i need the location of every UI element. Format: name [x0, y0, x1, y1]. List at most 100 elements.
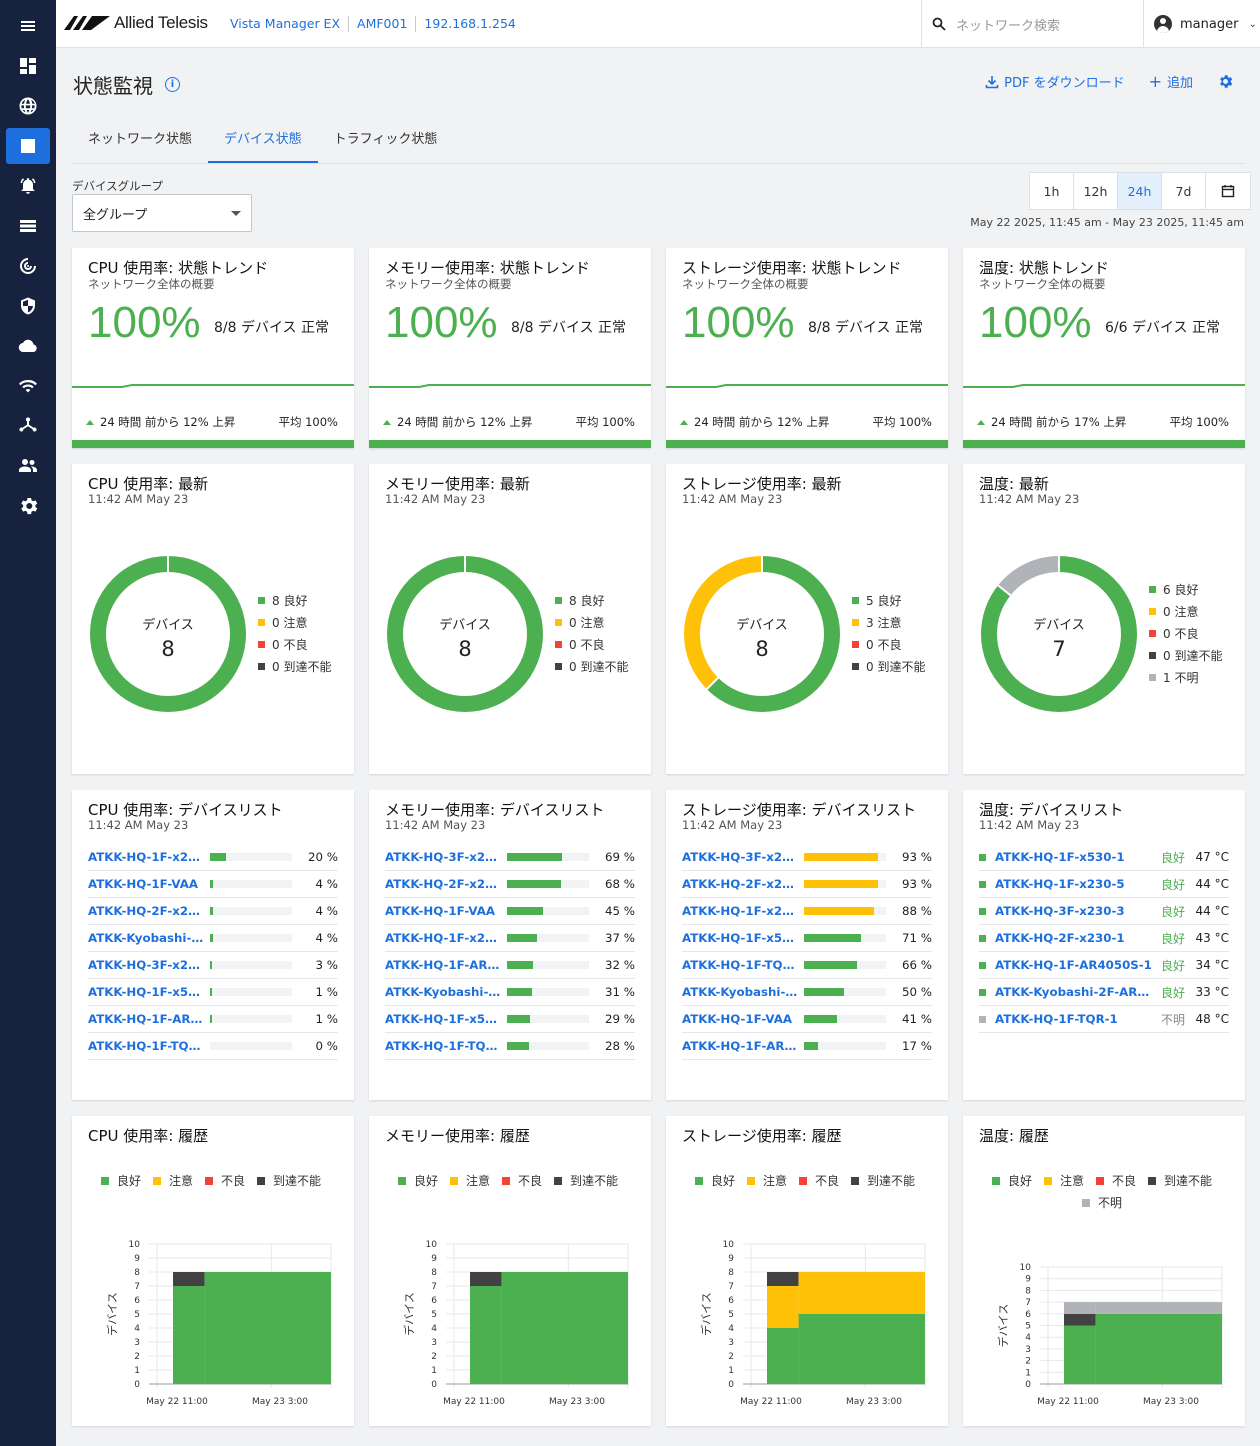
- sidebar-item-dashboard[interactable]: [6, 48, 50, 84]
- device-link[interactable]: ATKK-HQ-1F-VAA: [88, 877, 198, 891]
- user-menu[interactable]: manager ⌄: [1143, 0, 1260, 48]
- bar-segment-caution: [798, 1272, 925, 1314]
- donut-legend: 8 良好 0 注意 0 不良 0 到達不能: [258, 589, 331, 677]
- device-link[interactable]: ATKK-HQ-1F-TQR-1: [88, 1039, 206, 1053]
- range-12h-button[interactable]: 12h: [1074, 173, 1118, 209]
- sidebar-item-bell[interactable]: [6, 168, 50, 204]
- device-link[interactable]: ATKK-Kyobashi-2F-AR4050S: [385, 985, 503, 999]
- device-link[interactable]: ATKK-Kyobashi-2F-AR4050S: [88, 931, 206, 945]
- legend-text: 到達不能: [867, 1174, 916, 1188]
- device-group-label: デバイスグループ: [72, 179, 163, 193]
- trend-card: CPU 使用率: 状態トレンド ネットワーク全体の概要 100% 8/8 デバイス 正…: [72, 248, 354, 448]
- device-row: ATKK-HQ-1F-VAA 4 %: [88, 871, 338, 898]
- sidebar-item-users[interactable]: [6, 448, 50, 484]
- device-link[interactable]: ATKK-HQ-1F-TQR-1: [682, 958, 800, 972]
- device-row: ATKK-HQ-1F-x530-1 1 %: [88, 979, 338, 1006]
- usage-value: 1 %: [315, 985, 338, 999]
- device-row: ATKK-HQ-1F-x230-5 20 %: [88, 844, 338, 871]
- breadcrumb-area[interactable]: AMF001: [348, 16, 415, 32]
- device-row: ATKK-HQ-2F-x230-1 68 %: [385, 871, 635, 898]
- device-link[interactable]: ATKK-HQ-1F-x230-5: [682, 904, 800, 918]
- sidebar-item-globe[interactable]: [6, 88, 50, 124]
- device-list: ATKK-HQ-3F-x230-3 93 % ATKK-HQ-2F-x230-1 93…: [682, 844, 932, 1060]
- range-7d-button[interactable]: 7d: [1162, 173, 1206, 209]
- y-tick-label: 10: [426, 1240, 438, 1250]
- y-tick-label: 5: [431, 1310, 437, 1320]
- sidebar: [0, 0, 56, 1446]
- sidebar-item-topology[interactable]: [6, 408, 50, 444]
- device-link[interactable]: ATKK-HQ-2F-x230-1: [682, 877, 800, 891]
- usage-value: 4 %: [315, 931, 338, 945]
- device-link[interactable]: ATKK-HQ-1F-AR4050S-1: [682, 1039, 800, 1053]
- device-row: ATKK-HQ-1F-VAA 41 %: [682, 1006, 932, 1033]
- device-list: ATKK-HQ-3F-x230-3 69 % ATKK-HQ-2F-x230-1 68…: [385, 844, 635, 1060]
- donut-center-label: デバイス: [736, 618, 788, 633]
- tab-network-status[interactable]: ネットワーク状態: [88, 132, 193, 147]
- device-row: ATKK-HQ-1F-TQR-1 0 %: [88, 1033, 338, 1060]
- y-tick-label: 8: [1025, 1286, 1031, 1296]
- range-1h-button[interactable]: 1h: [1030, 173, 1074, 209]
- device-row: ATKK-HQ-1F-x530-1 29 %: [385, 1006, 635, 1033]
- device-link[interactable]: ATKK-HQ-2F-x230-1: [995, 931, 1125, 945]
- sidebar-item-chart[interactable]: [6, 128, 50, 164]
- device-link[interactable]: ATKK-HQ-2F-x230-1: [385, 877, 503, 891]
- device-link[interactable]: ATKK-Kyobashi-2F-AR4050S: [995, 985, 1157, 999]
- sidebar-item-gear[interactable]: [6, 488, 50, 524]
- sidebar-item-shield[interactable]: [6, 288, 50, 324]
- sidebar-item-list[interactable]: [6, 208, 50, 244]
- device-link[interactable]: ATKK-HQ-3F-x230-3: [995, 904, 1125, 918]
- tab-device-status[interactable]: デバイス状態: [208, 118, 318, 163]
- device-link[interactable]: ATKK-HQ-3F-x230-3: [385, 850, 503, 864]
- sidebar-item-cloud[interactable]: [6, 328, 50, 364]
- device-link[interactable]: ATKK-HQ-1F-VAA: [385, 904, 495, 918]
- device-link[interactable]: ATKK-HQ-1F-AR4050S-1: [88, 1012, 206, 1026]
- settings-gear-icon[interactable]: [1217, 73, 1234, 90]
- add-button[interactable]: + 追加: [1149, 72, 1193, 91]
- usage-value: 45 %: [605, 904, 635, 918]
- device-link[interactable]: ATKK-HQ-1F-x230-5: [88, 850, 206, 864]
- search-input[interactable]: ネットワーク検索: [956, 18, 1061, 34]
- usage-value: 32 %: [605, 958, 635, 972]
- breadcrumb-product[interactable]: Vista Manager EX: [230, 16, 341, 31]
- brand-logo[interactable]: Allied Telesis: [64, 10, 208, 36]
- legend-text: 不良: [518, 1174, 543, 1188]
- device-link[interactable]: ATKK-HQ-1F-x230-5: [995, 877, 1125, 891]
- calendar-button[interactable]: [1206, 173, 1250, 209]
- usage-value: 41 %: [902, 1012, 932, 1026]
- y-tick-label: 1: [134, 1366, 140, 1376]
- device-link[interactable]: ATKK-HQ-1F-VAA: [682, 1012, 792, 1026]
- sidebar-item-radar[interactable]: [6, 248, 50, 284]
- device-link[interactable]: ATKK-HQ-3F-x230-3: [88, 958, 206, 972]
- device-link[interactable]: ATKK-HQ-1F-x530-1: [385, 1012, 503, 1026]
- download-pdf-button[interactable]: PDF をダウンロード: [985, 72, 1125, 91]
- y-tick-label: 7: [1025, 1298, 1031, 1308]
- usage-bar-track: [210, 1015, 292, 1023]
- temperature-value: 44 °C: [1195, 877, 1229, 891]
- card-title: メモリー使用率: 最新: [385, 475, 530, 493]
- device-link[interactable]: ATKK-HQ-3F-x230-3: [682, 850, 800, 864]
- usage-bar-track: [210, 853, 292, 861]
- device-link[interactable]: ATKK-HQ-1F-AR4050S-1: [385, 958, 503, 972]
- users-icon: [19, 459, 37, 472]
- usage-bar-fill: [210, 988, 212, 996]
- device-link[interactable]: ATKK-HQ-1F-x230-5: [385, 931, 503, 945]
- network-search[interactable]: ネットワーク検索: [921, 0, 1143, 48]
- device-group-select[interactable]: 全グループ: [72, 194, 252, 232]
- device-link[interactable]: ATKK-HQ-2F-x230-1: [88, 904, 206, 918]
- info-icon[interactable]: i: [165, 77, 180, 92]
- tab-traffic-status[interactable]: トラフィック状態: [333, 132, 438, 147]
- sidebar-item-menu[interactable]: [6, 8, 50, 44]
- device-link[interactable]: ATKK-HQ-1F-x530-1: [682, 931, 800, 945]
- breadcrumb-ip[interactable]: 192.168.1.254: [415, 16, 523, 32]
- device-link[interactable]: ATKK-HQ-1F-TQR-1: [995, 1012, 1118, 1026]
- legend-item-caution: 注意: [449, 1174, 494, 1188]
- card-title: ストレージ使用率: 最新: [682, 475, 842, 493]
- x-tick-label: May 23 3:00: [1143, 1397, 1199, 1407]
- device-link[interactable]: ATKK-HQ-1F-x530-1: [88, 985, 206, 999]
- device-link[interactable]: ATKK-HQ-1F-TQR-1: [385, 1039, 503, 1053]
- device-link[interactable]: ATKK-HQ-1F-x530-1: [995, 850, 1125, 864]
- sidebar-item-wifi[interactable]: [6, 368, 50, 404]
- device-link[interactable]: ATKK-HQ-1F-AR4050S-1: [995, 958, 1152, 972]
- range-24h-button[interactable]: 24h: [1118, 173, 1162, 209]
- device-link[interactable]: ATKK-Kyobashi-2F-AR4050S: [682, 985, 800, 999]
